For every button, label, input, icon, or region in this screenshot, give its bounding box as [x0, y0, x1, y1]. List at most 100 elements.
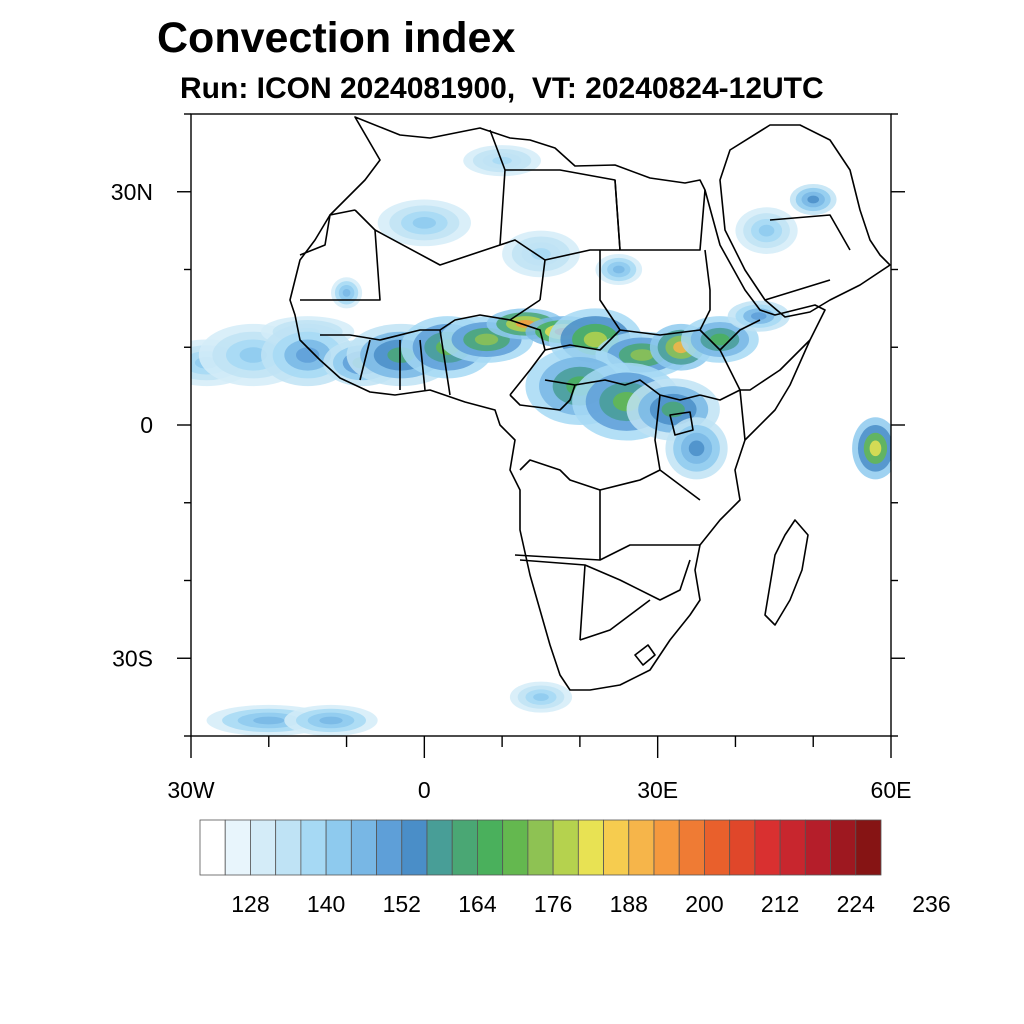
lat-tick-label: 30S [112, 645, 153, 671]
convection-cell [583, 331, 608, 348]
colorbar-label: 176 [534, 891, 572, 917]
border [544, 250, 621, 351]
convection-cell [758, 224, 775, 237]
border [374, 229, 546, 301]
border [544, 379, 701, 401]
border [614, 179, 621, 251]
colorbar-swatch [401, 819, 428, 876]
colorbar-swatch [224, 819, 251, 876]
border [654, 394, 701, 501]
arabian-coastline [719, 124, 891, 318]
colorbar-swatch [199, 819, 226, 876]
colorbar-label: 200 [685, 891, 723, 917]
colorbar-swatch [830, 819, 857, 876]
chart-title: Convection index [157, 14, 516, 62]
lon-tick-label: 0 [418, 777, 431, 803]
convection-cell [710, 333, 730, 346]
colorbar-swatch [804, 819, 831, 876]
axis-tick-labels: 30N 0 30S 30W 0 30E 60E [111, 179, 912, 803]
colorbar-swatch [552, 819, 579, 876]
colorbar-swatch [376, 819, 403, 876]
lon-tick-label: 30E [637, 777, 678, 803]
africa-coastline [289, 116, 826, 691]
border [699, 329, 811, 391]
convection-field [191, 145, 891, 736]
colorbar-swatch [603, 819, 630, 876]
convection-cell [612, 265, 625, 274]
border [519, 459, 661, 491]
colorbar-swatch [855, 819, 882, 876]
colorbar-swatch [704, 819, 731, 876]
convection-cell [319, 716, 343, 725]
lat-tick-label: 30N [111, 179, 153, 205]
coastlines-and-borders [289, 116, 891, 691]
map-frame [190, 113, 892, 737]
colorbar [199, 819, 882, 876]
madagascar-coastline [764, 519, 809, 626]
colorbar-swatch [729, 819, 756, 876]
lesotho-border [634, 644, 656, 666]
border [359, 339, 371, 381]
convection-cell [474, 333, 499, 346]
colorbar-swatch [477, 819, 504, 876]
colorbar-swatch [779, 819, 806, 876]
border [764, 279, 831, 301]
border [439, 329, 451, 396]
colorbar-swatch [628, 819, 655, 876]
colorbar-label: 188 [610, 891, 648, 917]
axis-ticks [177, 113, 905, 758]
convection-cell [253, 716, 285, 725]
colorbar-label: 212 [761, 891, 799, 917]
colorbar-swatch [300, 819, 327, 876]
border [299, 209, 356, 256]
colorbar-swatch [325, 819, 352, 876]
border [719, 319, 761, 351]
convection-cell [807, 195, 820, 204]
colorbar-swatch [577, 819, 604, 876]
colorbar-swatch [527, 819, 554, 876]
convection-cell [239, 347, 267, 363]
border [769, 214, 851, 251]
colorbar-swatch [426, 819, 453, 876]
colorbar-label: 164 [458, 891, 497, 917]
colorbar-swatch [275, 819, 302, 876]
convection-cell [688, 440, 705, 457]
border [514, 544, 700, 561]
border [579, 599, 651, 641]
colorbar-swatch [502, 819, 529, 876]
lake-victoria [669, 411, 694, 436]
border [419, 339, 426, 391]
convection-cell [630, 349, 654, 361]
convection-cell [751, 312, 767, 321]
border [619, 249, 711, 336]
colorbar-swatch [451, 819, 478, 876]
colorbar-swatch [754, 819, 781, 876]
colorbar-label: 236 [912, 891, 950, 917]
border [584, 559, 691, 601]
border [544, 249, 620, 261]
border [300, 209, 381, 301]
colorbar-swatch [653, 819, 680, 876]
border [739, 389, 746, 441]
colorbar-label: 128 [231, 891, 269, 917]
colorbar-swatch [678, 819, 705, 876]
convection-cell [531, 248, 551, 260]
convection-cell [869, 440, 882, 457]
lon-tick-label: 30W [167, 777, 215, 803]
convection-cell [342, 288, 351, 297]
lon-tick-label: 60E [871, 777, 912, 803]
lat-tick-label: 0 [140, 412, 153, 438]
colorbar-swatch [350, 819, 377, 876]
convection-cell [412, 217, 437, 229]
convection-cell [296, 347, 320, 363]
chart-subtitle: Run: ICON 2024081900, VT: 20240824-12UTC [180, 72, 824, 105]
colorbar-label: 224 [837, 891, 876, 917]
colorbar-labels: 128 140 152 164 176 188 200 212 224 236 [231, 891, 950, 917]
border [509, 384, 576, 411]
convection-cell [533, 693, 549, 702]
border [699, 389, 741, 401]
colorbar-label: 152 [383, 891, 421, 917]
colorbar-swatch [250, 819, 277, 876]
colorbar-label: 140 [307, 891, 345, 917]
